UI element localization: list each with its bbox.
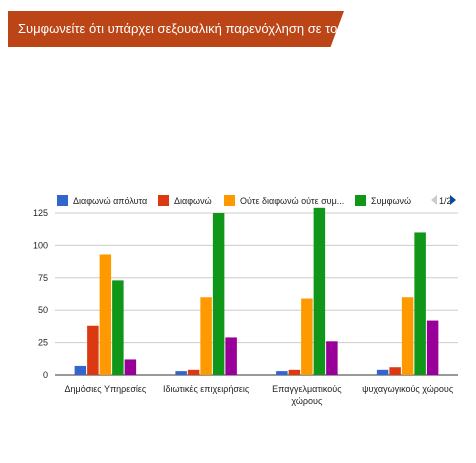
legend-next-arrow-icon[interactable]	[450, 195, 456, 205]
y-tick-label: 125	[33, 208, 48, 218]
x-category-label: χώρους	[291, 396, 323, 406]
bar	[225, 337, 237, 375]
x-axis-labels: Δημόσιες Υπηρεσίες Ιδιωτικές επιχειρήσεις…	[65, 384, 454, 406]
bar	[175, 371, 187, 375]
legend-swatch	[355, 195, 366, 206]
bar	[124, 359, 137, 375]
bar	[200, 297, 212, 375]
bar	[414, 232, 426, 375]
page-title: Συμφωνείτε ότι υπάρχει σεξουαλική παρενό…	[18, 21, 400, 36]
bar	[87, 325, 99, 375]
y-tick-label: 0	[43, 370, 48, 380]
legend-swatch	[57, 195, 68, 206]
legend-swatch	[224, 195, 235, 206]
x-category-label: ψυχαγωγικούς χώρους	[362, 384, 454, 394]
bar	[389, 367, 401, 375]
legend-label: Ούτε διαφωνώ ούτε συμ...	[240, 196, 344, 206]
x-category-label: Ιδιωτικές επιχειρήσεις	[163, 384, 250, 394]
x-category-label: Δημόσιες Υπηρεσίες	[65, 384, 147, 394]
y-tick-label: 75	[38, 273, 48, 283]
bar	[276, 371, 288, 375]
legend-label: Συμφωνώ	[371, 196, 411, 206]
bar	[74, 365, 87, 375]
legend-page-indicator: 1/2	[439, 196, 452, 206]
bar	[426, 320, 439, 375]
bars	[74, 207, 439, 375]
bar	[326, 341, 338, 375]
bar	[212, 213, 225, 375]
legend-swatch	[158, 195, 169, 206]
bar	[187, 369, 200, 375]
bar	[376, 369, 389, 375]
legend-prev-arrow-icon[interactable]	[431, 195, 437, 205]
y-tick-label: 25	[38, 338, 48, 348]
legend: Διαφωνώ απόλυτα Διαφωνώ Ούτε διαφωνώ ούτε …	[57, 195, 456, 206]
bar	[99, 254, 112, 375]
y-tick-label: 100	[33, 240, 48, 250]
bar	[288, 369, 301, 375]
bar	[401, 297, 414, 375]
y-tick-label: 50	[38, 305, 48, 315]
bar	[313, 207, 326, 375]
y-axis-ticks: 0 25 50 75 100 125	[33, 208, 48, 380]
bar	[112, 280, 124, 375]
title-banner: Συμφωνείτε ότι υπάρχει σεξουαλική παρενό…	[8, 11, 344, 47]
bar	[301, 298, 313, 375]
legend-label: Διαφωνώ	[174, 196, 212, 206]
legend-label: Διαφωνώ απόλυτα	[73, 196, 147, 206]
x-category-label: Επαγγελματικούς	[272, 384, 342, 394]
